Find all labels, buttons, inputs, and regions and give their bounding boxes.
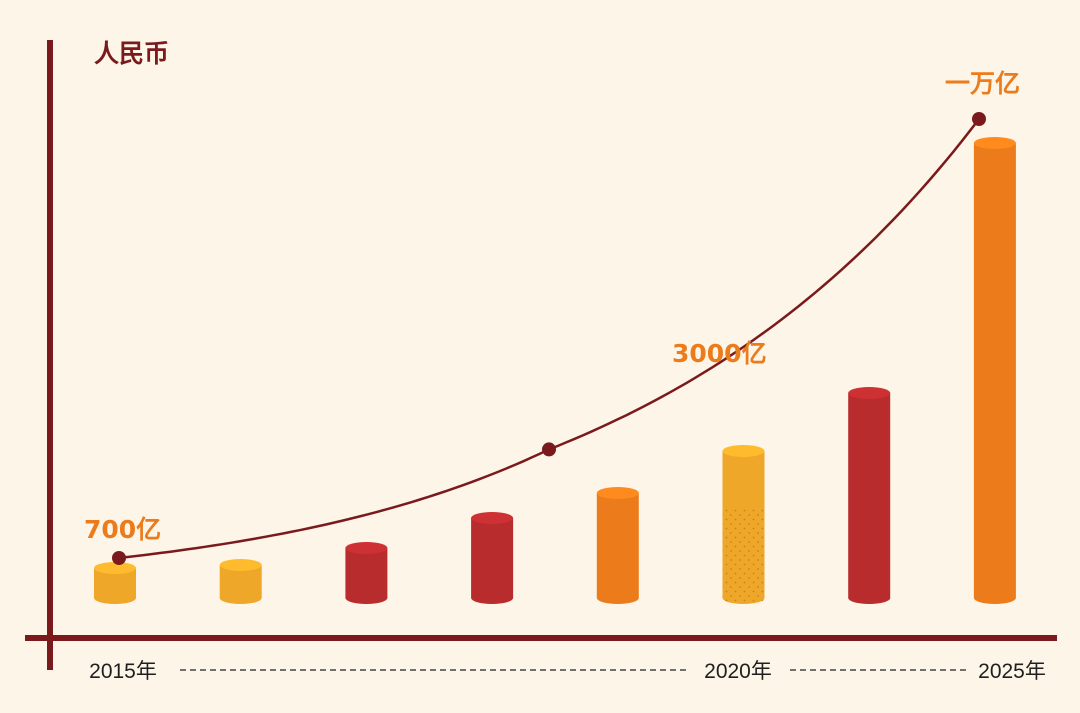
bar-2017: [345, 542, 388, 604]
bar-2019: [596, 487, 639, 604]
trend-points: [112, 112, 986, 565]
bar-series: [94, 137, 1016, 604]
bar-2021: [848, 387, 891, 604]
trend-point-2020: [542, 442, 556, 457]
y-axis-label: 人民币: [94, 39, 169, 68]
bar-2020: [722, 445, 765, 604]
annotation-10000: 一万亿: [945, 69, 1020, 98]
x-tick-label-2025: 2025年: [978, 660, 1046, 683]
trend-point-2015: [112, 551, 126, 565]
x-tick-label-2015: 2015年: [89, 660, 157, 683]
bar-2015: [94, 562, 136, 604]
x-tick-label-2020: 2020年: [704, 660, 772, 683]
bar-2022: [973, 137, 1016, 604]
bar-2018: [471, 512, 514, 604]
annotation-3000: 3000亿: [672, 339, 767, 368]
trend-point-2025: [972, 112, 986, 126]
bar-2016: [219, 559, 262, 604]
annotation-700: 700亿: [84, 515, 161, 544]
